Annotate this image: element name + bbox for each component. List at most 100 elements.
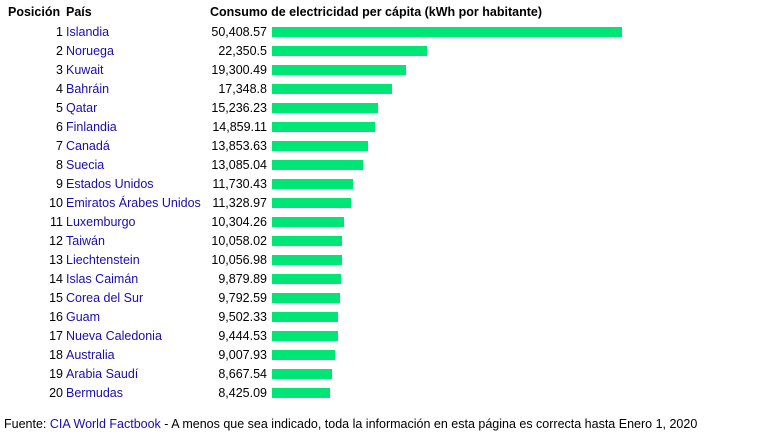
country-link[interactable]: Bahráin xyxy=(66,82,110,96)
table-row: 2 Noruega 22,350.5 xyxy=(0,41,758,60)
rank-number: 17 xyxy=(49,329,63,343)
value-label: 9,502.33 xyxy=(218,310,267,324)
value-column-header: Consumo de electricidad per cápita (kWh … xyxy=(210,5,542,19)
value-label: 50,408.57 xyxy=(211,25,267,39)
rank-number: 12 xyxy=(49,234,63,248)
country-link[interactable]: Emiratos Árabes Unidos xyxy=(66,196,201,210)
rank-number: 13 xyxy=(49,253,63,267)
country-link[interactable]: Arabia Saudí xyxy=(66,367,139,381)
country-link[interactable]: Kuwait xyxy=(66,63,104,77)
country-link[interactable]: Islandia xyxy=(66,25,110,39)
table-row: 10 Emiratos Árabes Unidos 11,328.97 xyxy=(0,193,758,212)
country-link[interactable]: Guam xyxy=(66,310,101,324)
value-label: 10,058.02 xyxy=(211,234,267,248)
value-label: 9,792.59 xyxy=(218,291,267,305)
value-label: 9,007.93 xyxy=(218,348,267,362)
table-row: 1 Islandia 50,408.57 xyxy=(0,22,758,41)
country-link[interactable]: Estados Unidos xyxy=(66,177,154,191)
value-label: 11,730.43 xyxy=(212,177,267,191)
table-row: 6 Finlandia 14,859.11 xyxy=(0,117,758,136)
value-label: 14,859.11 xyxy=(212,120,267,134)
bar xyxy=(272,27,622,37)
bar xyxy=(272,331,338,341)
bar xyxy=(272,179,353,189)
country-link[interactable]: Canadá xyxy=(66,139,110,153)
value-label: 8,425.09 xyxy=(218,386,267,400)
bar xyxy=(272,198,351,208)
ranking-table: 1 Islandia 50,408.57 2 Noruega 22,350.5 3 Kuwai… xyxy=(0,22,758,402)
country-link[interactable]: Islas Caimán xyxy=(66,272,139,286)
rank-number: 11 xyxy=(50,215,63,229)
bar xyxy=(272,255,342,265)
table-row: 5 Qatar 15,236.23 xyxy=(0,98,758,117)
footer-suffix: - A menos que sea indicado, toda la info… xyxy=(160,417,698,431)
value-label: 22,350.5 xyxy=(218,44,267,58)
value-label: 17,348.8 xyxy=(218,82,267,96)
table-row: 12 Taiwán 10,058.02 xyxy=(0,231,758,250)
bar xyxy=(272,103,378,113)
country-link[interactable]: Noruega xyxy=(66,44,114,58)
table-row: 17 Nueva Caledonia 9,444.53 xyxy=(0,326,758,345)
table-row: 4 Bahráin 17,348.8 xyxy=(0,79,758,98)
bar xyxy=(272,84,392,94)
country-link[interactable]: Suecia xyxy=(66,158,105,172)
country-link[interactable]: Australia xyxy=(66,348,115,362)
country-link[interactable]: Nueva Caledonia xyxy=(66,329,162,343)
table-row: 13 Liechtenstein 10,056.98 xyxy=(0,250,758,269)
bar xyxy=(272,160,363,170)
rank-number: 14 xyxy=(49,272,63,286)
bar xyxy=(272,274,341,284)
bar xyxy=(272,350,335,360)
value-label: 9,879.89 xyxy=(218,272,267,286)
bar xyxy=(272,369,332,379)
value-label: 10,056.98 xyxy=(211,253,267,267)
footer: Fuente: CIA World Factbook - A menos que… xyxy=(4,417,697,431)
rank-number: 7 xyxy=(56,139,63,153)
bar xyxy=(272,122,375,132)
table-row: 3 Kuwait 19,300.49 xyxy=(0,60,758,79)
source-link[interactable]: CIA World Factbook xyxy=(49,417,161,431)
rank-number: 20 xyxy=(49,386,63,400)
rank-number: 4 xyxy=(56,82,63,96)
country-link[interactable]: Liechtenstein xyxy=(66,253,140,267)
country-link[interactable]: Corea del Sur xyxy=(66,291,144,305)
footer-prefix: Fuente: xyxy=(4,417,50,431)
value-label: 15,236.23 xyxy=(211,101,267,115)
table-row: 19 Arabia Saudí 8,667.54 xyxy=(0,364,758,383)
country-link[interactable]: Qatar xyxy=(66,101,98,115)
table-row: 14 Islas Caimán 9,879.89 xyxy=(0,269,758,288)
country-link[interactable]: Taiwán xyxy=(66,234,105,248)
table-row: 15 Corea del Sur 9,792.59 xyxy=(0,288,758,307)
rank-number: 16 xyxy=(49,310,63,324)
rank-number: 10 xyxy=(49,196,63,210)
table-row: 11 Luxemburgo 10,304.26 xyxy=(0,212,758,231)
rank-number: 8 xyxy=(56,158,63,172)
bar xyxy=(272,293,340,303)
value-label: 9,444.53 xyxy=(218,329,267,343)
bar xyxy=(272,312,338,322)
country-link[interactable]: Luxemburgo xyxy=(66,215,136,229)
bar xyxy=(272,65,406,75)
table-row: 16 Guam 9,502.33 xyxy=(0,307,758,326)
country-link[interactable]: Bermudas xyxy=(66,386,123,400)
rank-number: 19 xyxy=(49,367,63,381)
bar xyxy=(272,141,368,151)
table-row: 8 Suecia 13,085.04 xyxy=(0,155,758,174)
rank-number: 9 xyxy=(56,177,63,191)
value-label: 8,667.54 xyxy=(218,367,267,381)
country-link[interactable]: Finlandia xyxy=(66,120,117,134)
value-label: 19,300.49 xyxy=(211,63,267,77)
value-label: 10,304.26 xyxy=(211,215,267,229)
value-label: 13,085.04 xyxy=(211,158,267,172)
country-column-header: País xyxy=(66,5,92,19)
bar xyxy=(272,46,427,56)
rank-number: 1 xyxy=(56,25,63,39)
bar xyxy=(272,388,330,398)
table-row: 20 Bermudas 8,425.09 xyxy=(0,383,758,402)
value-label: 13,853.63 xyxy=(211,139,267,153)
table-row: 9 Estados Unidos 11,730.43 xyxy=(0,174,758,193)
table-row: 7 Canadá 13,853.63 xyxy=(0,136,758,155)
value-label: 11,328.97 xyxy=(212,196,267,210)
rank-number: 18 xyxy=(49,348,63,362)
bar xyxy=(272,236,342,246)
